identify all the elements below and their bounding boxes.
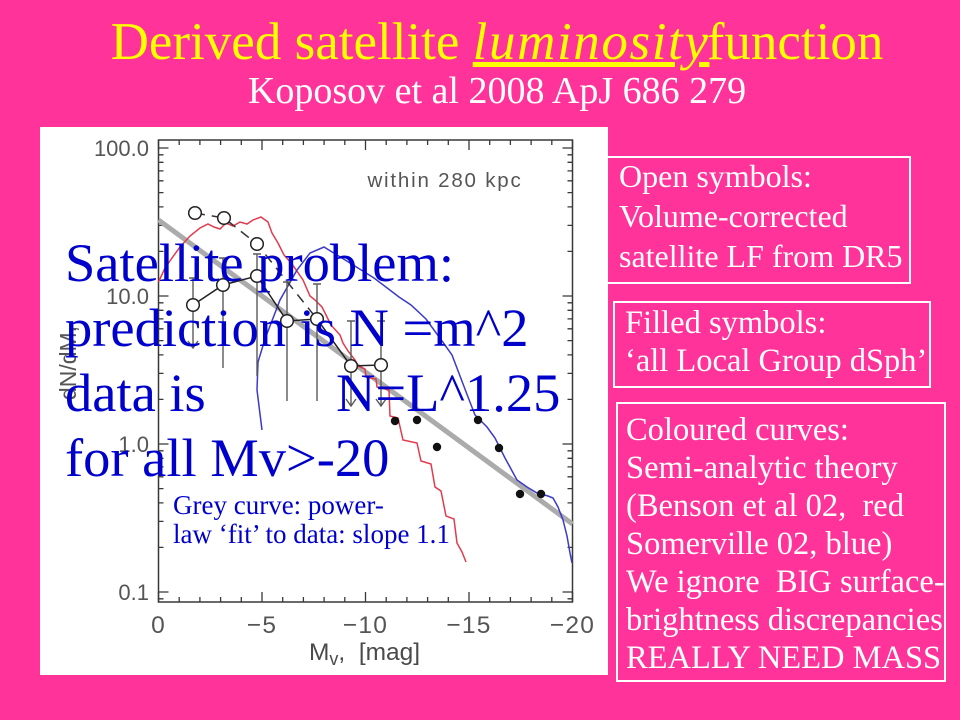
svg-text:−10: −10	[343, 612, 388, 639]
svg-text:−20: −20	[550, 612, 595, 639]
svg-text:10.0: 10.0	[106, 284, 149, 309]
svg-text:−5: −5	[247, 612, 277, 639]
svg-text:−15: −15	[446, 612, 491, 639]
svg-text:0: 0	[151, 612, 166, 639]
svg-text:100.0: 100.0	[94, 136, 149, 161]
svg-text:within 280 kpc: within 280 kpc	[366, 169, 522, 192]
svg-text:Mv, [mag]: Mv, [mag]	[309, 639, 420, 669]
svg-text:0.1: 0.1	[118, 580, 149, 605]
svg-text:dN/dM,: dN/dM,	[55, 326, 81, 400]
svg-text:1.0: 1.0	[118, 432, 149, 457]
